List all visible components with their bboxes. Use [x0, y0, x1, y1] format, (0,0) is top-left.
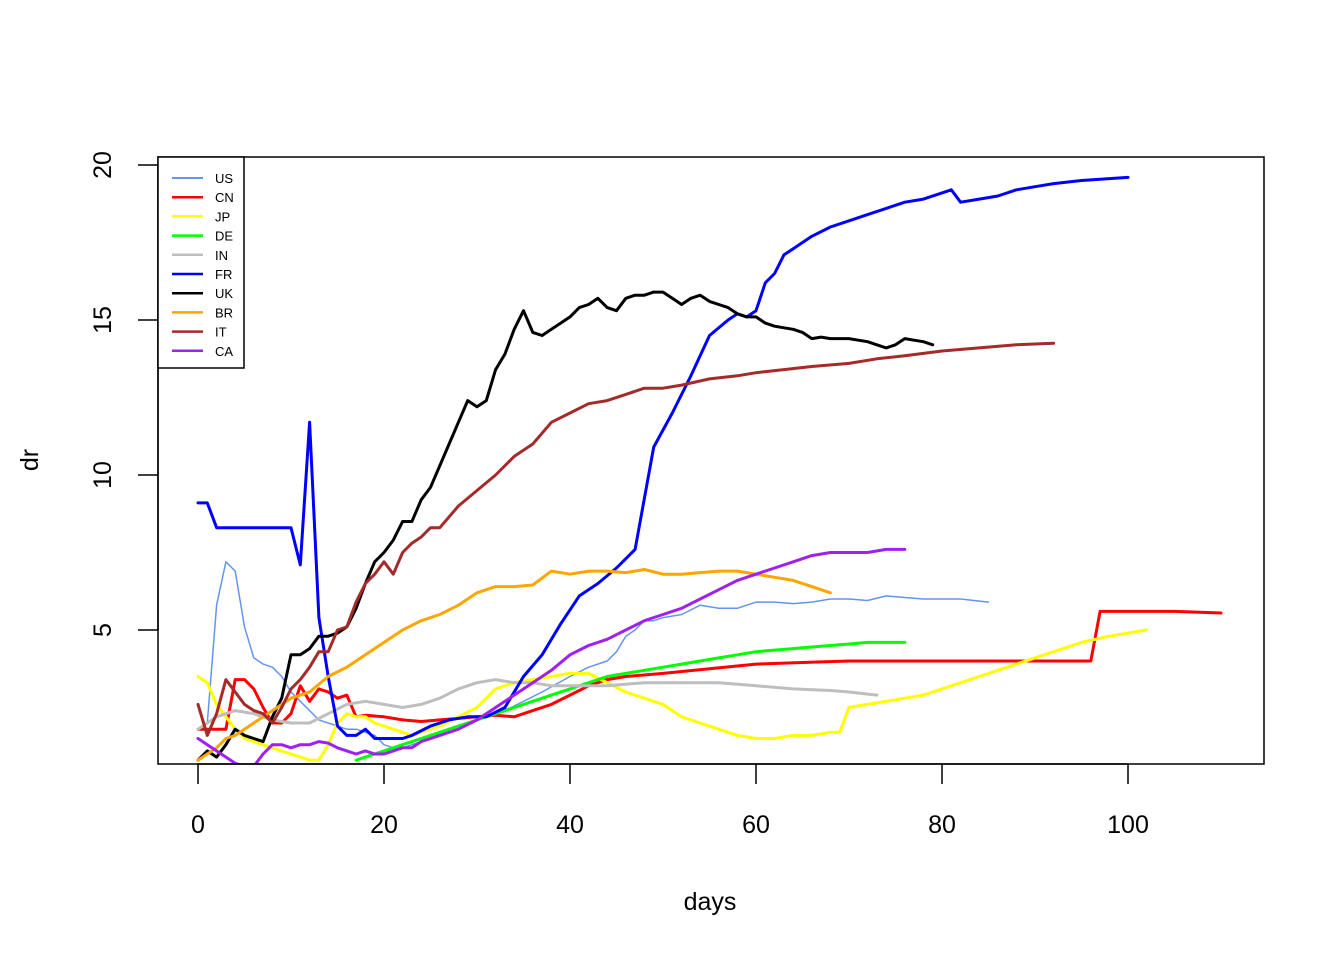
legend: US CN JP DE IN FR UK BR IT CA — [157, 156, 245, 369]
series-line-jp — [196, 628, 1149, 762]
legend-label-it: IT — [215, 325, 227, 340]
series-line-de — [354, 640, 907, 762]
x-tick-label: 80 — [928, 811, 956, 839]
legend-label-cn: CN — [215, 190, 234, 205]
y-axis-title: dr — [16, 449, 44, 471]
y-tick-label: 15 — [89, 306, 117, 334]
x-tick-label: 60 — [742, 811, 770, 839]
series-line-fr — [196, 175, 1130, 740]
legend-label-uk: UK — [215, 286, 233, 301]
legend-box — [157, 156, 245, 369]
series-line-in — [196, 678, 879, 731]
y-tick-label: 5 — [89, 623, 117, 637]
series-line-uk — [196, 290, 935, 762]
y-axis: 5 10 15 20 — [89, 151, 159, 637]
x-tick-label: 40 — [556, 811, 584, 839]
plot-frame — [157, 156, 1265, 765]
x-tick-label: 20 — [370, 811, 398, 839]
x-tick-label: 100 — [1107, 811, 1149, 839]
y-tick-label: 20 — [89, 151, 117, 179]
legend-label-fr: FR — [215, 267, 232, 282]
series-line-br — [196, 568, 832, 762]
legend-label-jp: JP — [215, 209, 230, 224]
series-line-it — [196, 341, 1056, 737]
legend-label-br: BR — [215, 305, 233, 320]
x-tick-label: 0 — [191, 811, 205, 839]
y-tick-label: 10 — [89, 461, 117, 489]
legend-label-ca: CA — [215, 344, 233, 359]
legend-label-in: IN — [215, 248, 228, 263]
x-axis-title: days — [684, 888, 737, 916]
legend-label-us: US — [215, 171, 233, 186]
series-layer — [196, 175, 1223, 764]
x-axis: 0 20 40 60 80 100 — [191, 763, 1149, 839]
series-line-cn — [196, 609, 1223, 731]
legend-label-de: DE — [215, 229, 233, 244]
series-line-ca — [196, 547, 907, 764]
